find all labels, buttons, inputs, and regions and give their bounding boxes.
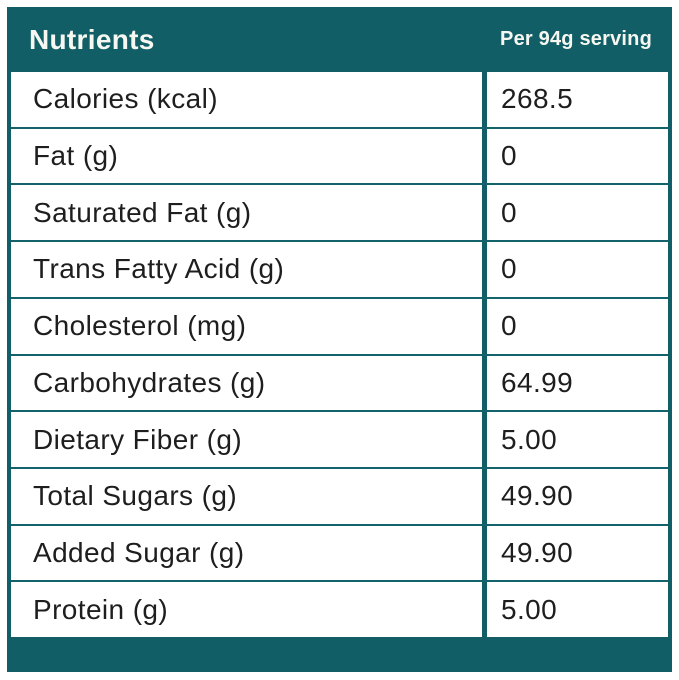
nutrient-value: 0	[482, 128, 668, 184]
nutrient-name: Saturated Fat (g)	[33, 196, 252, 228]
table-row: Calories (kcal) 268.5	[11, 72, 668, 129]
nutrient-value: 49.90	[482, 468, 668, 524]
table-row: Added Sugar (g) 49.90	[11, 525, 668, 583]
nutrient-value: 5.00	[482, 582, 668, 638]
nutrient-name: Added Sugar (g)	[33, 536, 245, 568]
table-title: Nutrients	[29, 23, 155, 55]
serving-size-label: Per 94g serving	[500, 28, 652, 50]
nutrition-table: Nutrients Per 94g serving Calories (kcal…	[7, 7, 672, 672]
table-row: Trans Fatty Acid (g) 0	[11, 242, 668, 299]
table-row: Protein (g) 5.00	[11, 582, 668, 638]
table-header: Nutrients Per 94g serving	[7, 7, 672, 72]
table-row: Saturated Fat (g) 0	[11, 185, 668, 243]
table-footer-bar	[7, 637, 672, 672]
nutrient-value: 64.99	[482, 355, 668, 411]
nutrient-value: 5.00	[482, 412, 668, 467]
table-row: Fat (g) 0	[11, 128, 668, 186]
nutrient-value: 0	[482, 185, 668, 241]
nutrient-value: 0	[482, 298, 668, 354]
nutrient-value: 49.90	[482, 525, 668, 581]
table-row: Carbohydrates (g) 64.99	[11, 355, 668, 413]
nutrient-name: Total Sugars (g)	[33, 480, 238, 512]
nutrient-name: Fat (g)	[33, 140, 119, 172]
nutrient-name: Protein (g)	[33, 593, 169, 625]
table-body: Calories (kcal) 268.5 Fat (g) 0 Saturated Fa…	[7, 72, 672, 638]
table-row: Total Sugars (g) 49.90	[11, 468, 668, 526]
nutrient-name: Dietary Fiber (g)	[33, 423, 243, 455]
nutrient-value: 0	[482, 242, 668, 297]
nutrient-name: Calories (kcal)	[33, 83, 218, 115]
nutrient-name: Carbohydrates (g)	[33, 366, 266, 398]
table-row: Cholesterol (mg) 0	[11, 298, 668, 356]
table-row: Dietary Fiber (g) 5.00	[11, 412, 668, 469]
nutrient-name: Cholesterol (mg)	[33, 310, 247, 342]
nutrient-value: 268.5	[482, 72, 668, 127]
nutrient-name: Trans Fatty Acid (g)	[33, 253, 285, 285]
